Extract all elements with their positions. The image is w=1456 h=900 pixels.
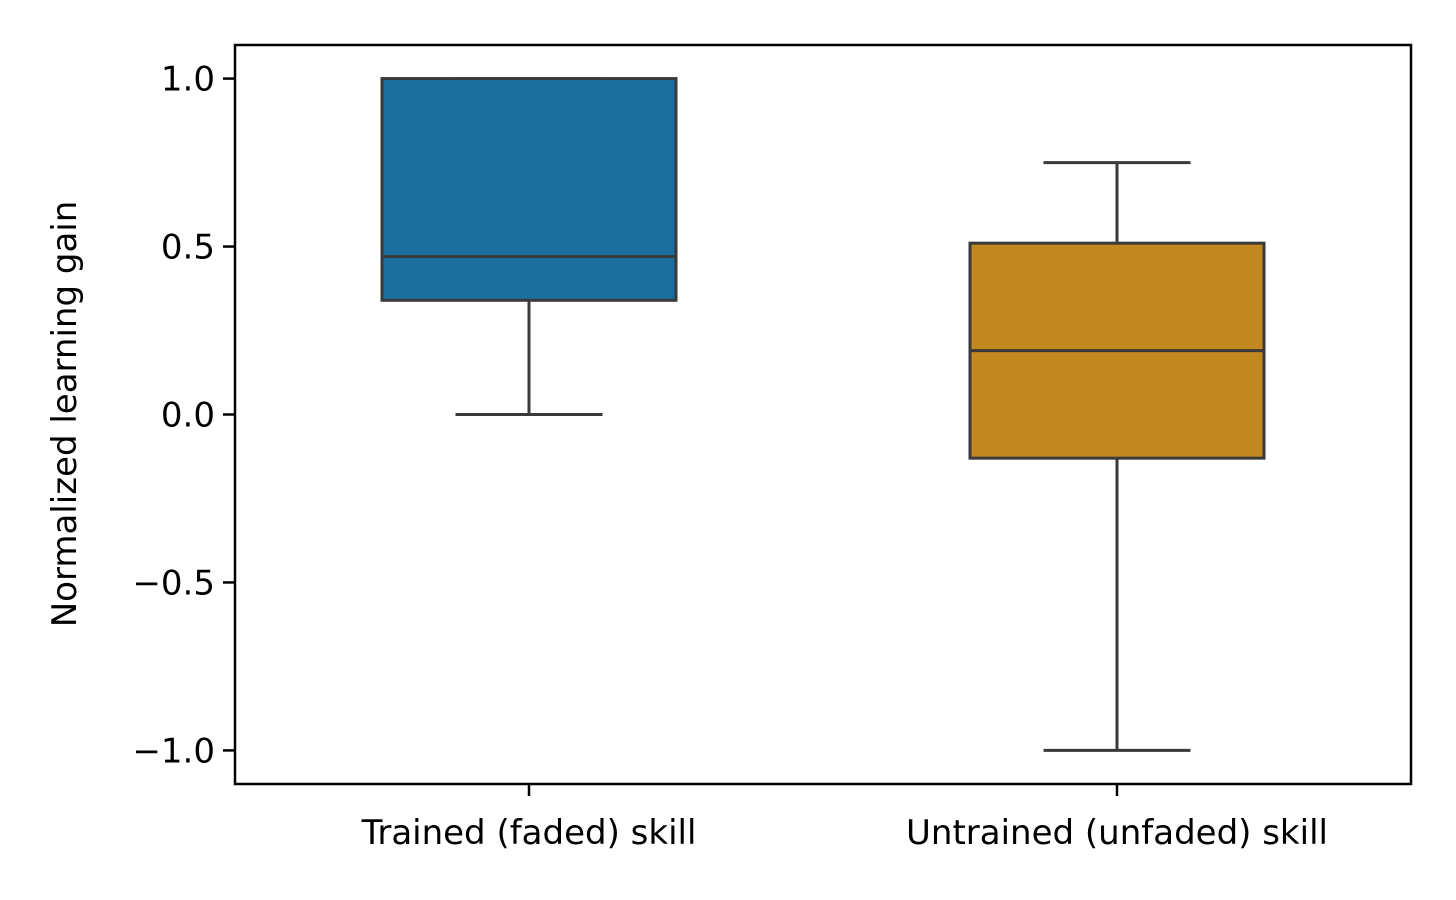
y-tick-label: −1.0 <box>132 731 215 771</box>
x-tick-label: Untrained (unfaded) skill <box>906 813 1328 853</box>
x-axis: Trained (faded) skill Untrained (unfaded)… <box>361 784 1328 853</box>
plot-area <box>380 77 1266 752</box>
y-axis: −1.0 −0.5 0.0 0.5 1.0 <box>132 60 235 771</box>
y-tick-label: 1.0 <box>161 60 215 100</box>
box-group <box>968 161 1266 752</box>
box-iqr <box>380 77 678 302</box>
y-axis-label: Normalized learning gain <box>45 201 85 628</box>
y-tick-label: 0.5 <box>161 228 215 268</box>
y-tick-label: 0.0 <box>161 396 215 436</box>
x-tick-label: Trained (faded) skill <box>361 813 697 853</box>
box-group <box>380 77 678 416</box>
y-tick-label: −0.5 <box>132 563 215 603</box>
